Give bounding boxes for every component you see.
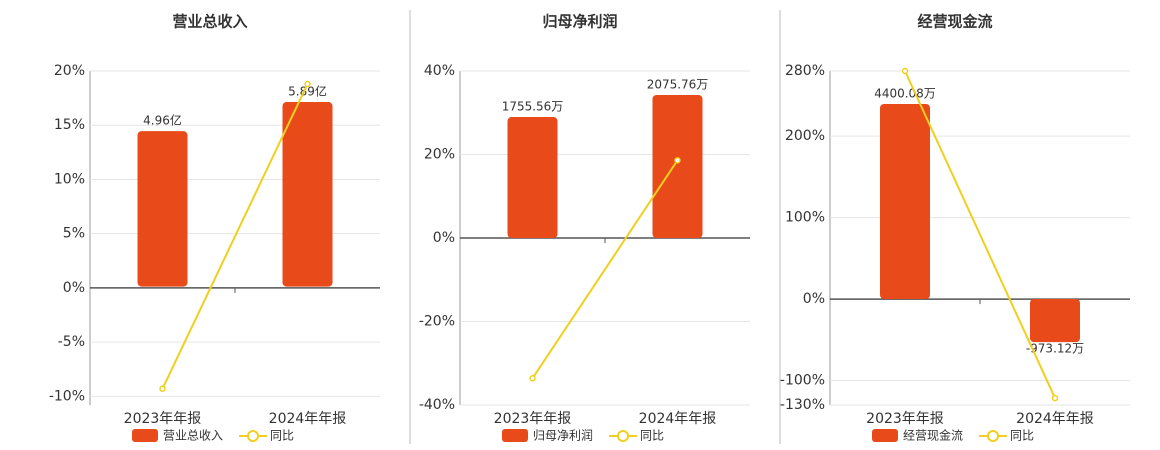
legend-swatch <box>502 429 528 442</box>
x-tick-label: 2023年年报 <box>866 411 944 427</box>
chart-title: 归母净利润 <box>542 13 617 31</box>
legend-label: 归母净利润 <box>533 429 593 443</box>
bar <box>137 131 188 287</box>
value-label: 5.89亿 <box>288 84 327 99</box>
line-point <box>1051 394 1059 402</box>
y-tick-label: 5% <box>63 226 85 242</box>
y-tick-label: 20% <box>424 147 455 163</box>
y-tick-label: -10% <box>49 388 85 404</box>
value-label: 2075.76万 <box>647 77 709 91</box>
line <box>531 159 679 379</box>
line <box>161 83 309 390</box>
line <box>904 70 1056 399</box>
chart-title: 营业总收入 <box>172 13 247 31</box>
legend-swatch <box>247 430 260 442</box>
y-tick-label: -20% <box>419 314 455 330</box>
y-tick-label: 0% <box>803 291 825 307</box>
legend-swatch <box>872 429 898 442</box>
x-tick-label: 2024年年报 <box>639 411 717 427</box>
y-tick-label: -100% <box>780 373 825 389</box>
value-label: 4400.08万 <box>874 87 936 101</box>
legend-label: 同比 <box>640 429 664 443</box>
y-tick-label: 200% <box>785 128 825 144</box>
y-tick-label: 280% <box>785 63 825 79</box>
y-tick-label: 0% <box>433 230 455 246</box>
y-tick-label: -130% <box>780 397 825 413</box>
legend-swatch <box>617 430 630 442</box>
value-label: 4.96亿 <box>143 113 182 128</box>
value-label: 1755.56万 <box>502 100 564 114</box>
bar <box>652 94 703 238</box>
line-point <box>529 375 536 382</box>
x-tick-label: 2024年年报 <box>1016 411 1094 427</box>
bar <box>507 117 558 238</box>
y-tick-label: 40% <box>424 63 455 79</box>
legend-label: 同比 <box>1010 429 1034 443</box>
y-tick-label: 100% <box>785 210 825 226</box>
y-tick-label: 10% <box>54 171 85 187</box>
bar <box>282 102 333 287</box>
y-tick-label: 0% <box>63 280 85 296</box>
value-label: -973.12万 <box>1026 342 1084 356</box>
chart-title: 经营现金流 <box>917 13 992 31</box>
y-tick-label: 15% <box>54 117 85 133</box>
bar <box>880 104 930 299</box>
y-tick-label: 20% <box>54 63 85 79</box>
legend-swatch <box>987 430 1000 442</box>
x-tick-label: 2023年年报 <box>494 411 572 427</box>
legend-swatch <box>132 429 158 442</box>
legend-label: 营业总收入 <box>163 429 223 443</box>
line-point <box>159 385 166 392</box>
line-point <box>304 80 311 88</box>
y-tick-label: -5% <box>58 334 85 350</box>
y-tick-label: -40% <box>419 397 455 413</box>
x-tick-label: 2023年年报 <box>124 411 202 427</box>
line-point <box>901 67 909 75</box>
legend-label: 同比 <box>270 429 294 443</box>
x-tick-label: 2024年年报 <box>269 411 347 427</box>
legend-label: 经营现金流 <box>903 428 963 443</box>
bar <box>1030 298 1080 343</box>
line-point <box>674 157 681 164</box>
